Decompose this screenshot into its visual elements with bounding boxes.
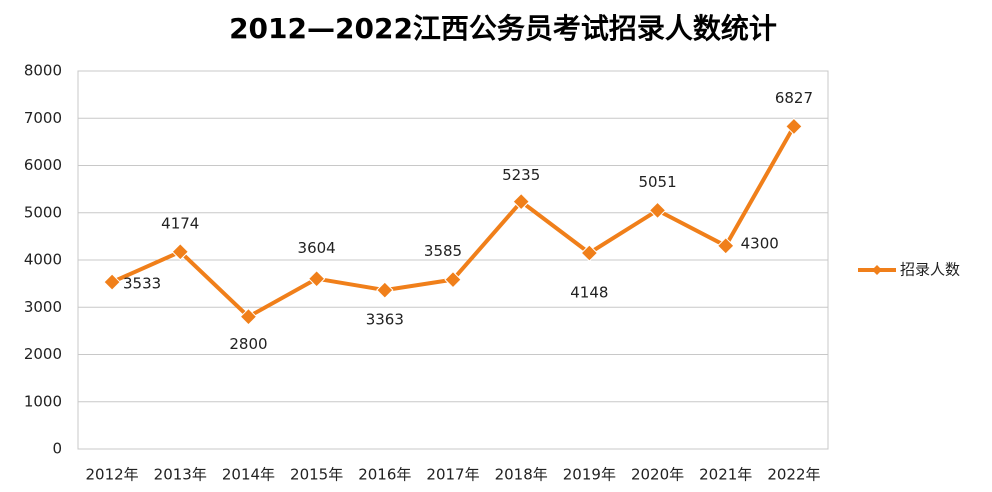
y-tick-label: 0 (52, 440, 62, 458)
marker (512, 192, 530, 211)
data-label: 6827 (775, 89, 813, 107)
y-tick-label: 2000 (24, 345, 62, 363)
x-tick-label: 2019年 (563, 466, 616, 484)
data-label: 3533 (123, 275, 161, 293)
y-tick-label: 7000 (24, 109, 62, 127)
y-tick-label: 6000 (24, 156, 62, 174)
marker (648, 201, 667, 220)
data-label: 4174 (161, 214, 199, 232)
x-tick-label: 2014年 (222, 466, 275, 484)
data-label: 5235 (502, 166, 540, 184)
x-tick-label: 2022年 (767, 466, 820, 484)
chart-title: 2012—2022江西公务员考试招录人数统计 (229, 12, 777, 45)
x-tick-label: 2017年 (426, 466, 479, 484)
data-label: 4148 (570, 284, 608, 302)
marker (103, 273, 121, 291)
marker (239, 307, 258, 326)
marker (785, 117, 803, 136)
data-label: 2800 (229, 335, 267, 353)
marker (307, 270, 326, 288)
y-tick-label: 4000 (24, 251, 62, 269)
marker (580, 244, 599, 262)
marker (717, 237, 735, 255)
y-tick-label: 3000 (24, 298, 62, 316)
x-tick-label: 2020年 (631, 466, 684, 484)
data-label: 5051 (638, 173, 676, 191)
y-tick-label: 1000 (24, 392, 62, 410)
x-tick-label: 2015年 (290, 466, 343, 484)
marker (171, 243, 189, 261)
x-tick-label: 2013年 (154, 466, 207, 484)
x-tick-label: 2018年 (495, 466, 548, 484)
data-label: 4300 (741, 234, 779, 252)
y-tick-label: 8000 (24, 62, 62, 80)
y-tick-label: 5000 (24, 203, 62, 221)
data-label: 3585 (424, 242, 462, 260)
marker (376, 281, 394, 299)
legend-marker (872, 265, 882, 275)
x-tick-label: 2021年 (699, 466, 752, 484)
marker (444, 270, 462, 289)
x-tick-label: 2012年 (85, 466, 138, 484)
data-label: 3604 (298, 239, 336, 257)
data-label: 3363 (366, 311, 404, 329)
x-tick-label: 2016年 (358, 466, 411, 484)
legend-label: 招录人数 (900, 261, 960, 279)
